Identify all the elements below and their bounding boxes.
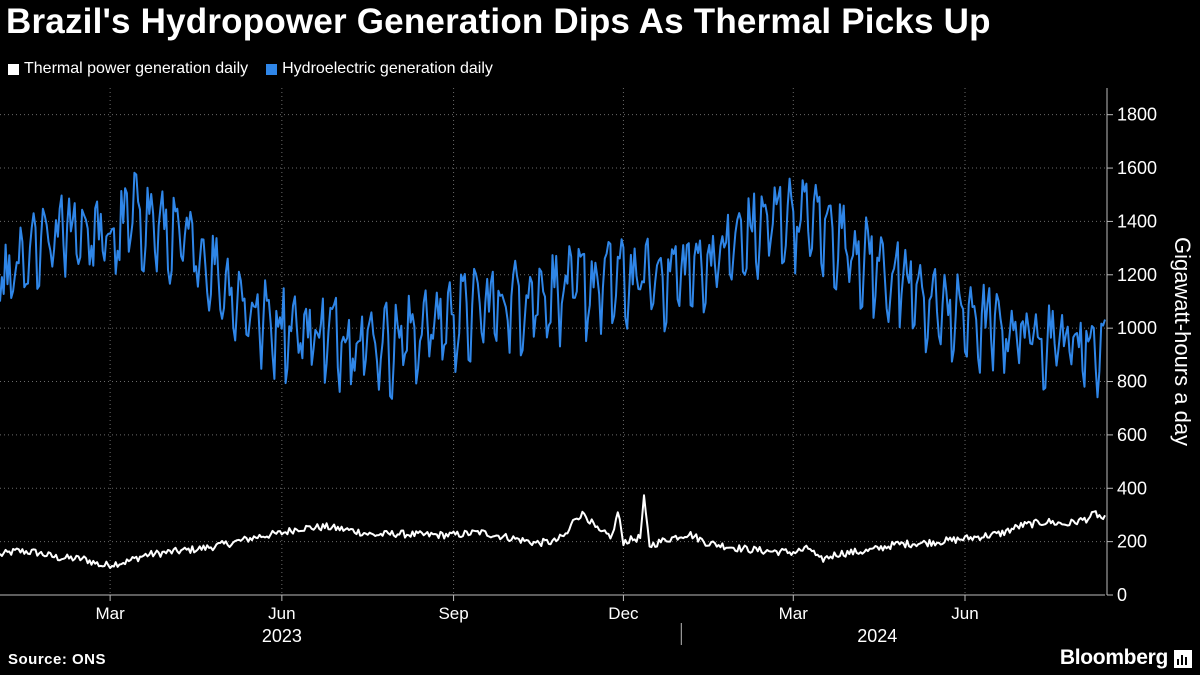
legend-swatch-thermal: [8, 63, 19, 75]
legend-item-hydro: Hydroelectric generation daily: [266, 60, 493, 78]
series-line-thermal: [0, 494, 1106, 569]
x-tick-label: Jun: [268, 604, 295, 623]
y-tick-label: 400: [1117, 478, 1147, 498]
y-tick-label: 800: [1117, 372, 1147, 392]
y-tick-label: 1800: [1117, 105, 1157, 125]
legend: Thermal power generation daily Hydroelec…: [8, 60, 493, 78]
y-axis-title: Gigawatt-hours a day: [1170, 237, 1195, 446]
legend-swatch-hydro: [266, 63, 278, 75]
y-tick-label: 1000: [1117, 318, 1157, 338]
y-tick-label: 1400: [1117, 211, 1157, 231]
x-tick-label: Jun: [951, 604, 978, 623]
y-tick-label: 1600: [1117, 158, 1157, 178]
series-line-hydro: [0, 171, 1106, 400]
legend-label-hydro: Hydroelectric generation daily: [282, 60, 493, 77]
y-tick-label: 600: [1117, 425, 1147, 445]
x-tick-label: Mar: [95, 604, 125, 623]
bloomberg-icon: [1174, 650, 1192, 668]
year-label: 2024: [857, 626, 897, 646]
y-tick-label: 1200: [1117, 265, 1157, 285]
x-tick-label: Mar: [779, 604, 809, 623]
y-tick-label: 200: [1117, 532, 1147, 552]
chart-title: Brazil's Hydropower Generation Dips As T…: [6, 2, 991, 41]
x-tick-label: Sep: [438, 604, 468, 623]
legend-label-thermal: Thermal power generation daily: [24, 60, 249, 77]
year-label: 2023: [262, 626, 302, 646]
source-note: Source: ONS: [8, 651, 107, 668]
y-tick-label: 0: [1117, 585, 1127, 605]
brand-logo: Bloomberg: [1059, 646, 1168, 669]
x-tick-label: Dec: [608, 604, 639, 623]
legend-item-thermal: Thermal power generation daily: [8, 60, 248, 78]
